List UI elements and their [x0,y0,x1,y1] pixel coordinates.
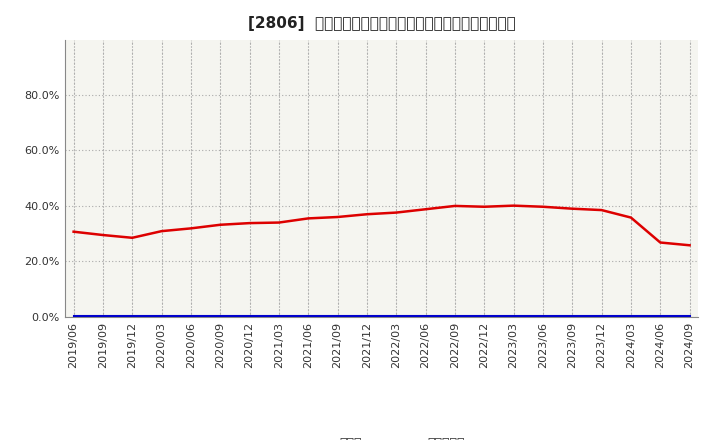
Title: [2806]  現頲金、有利子負債の総資産に対する比率の推移: [2806] 現頲金、有利子負債の総資産に対する比率の推移 [248,16,516,32]
Legend: 現頲金, 有利子負債: 現頲金, 有利子負債 [293,432,470,440]
